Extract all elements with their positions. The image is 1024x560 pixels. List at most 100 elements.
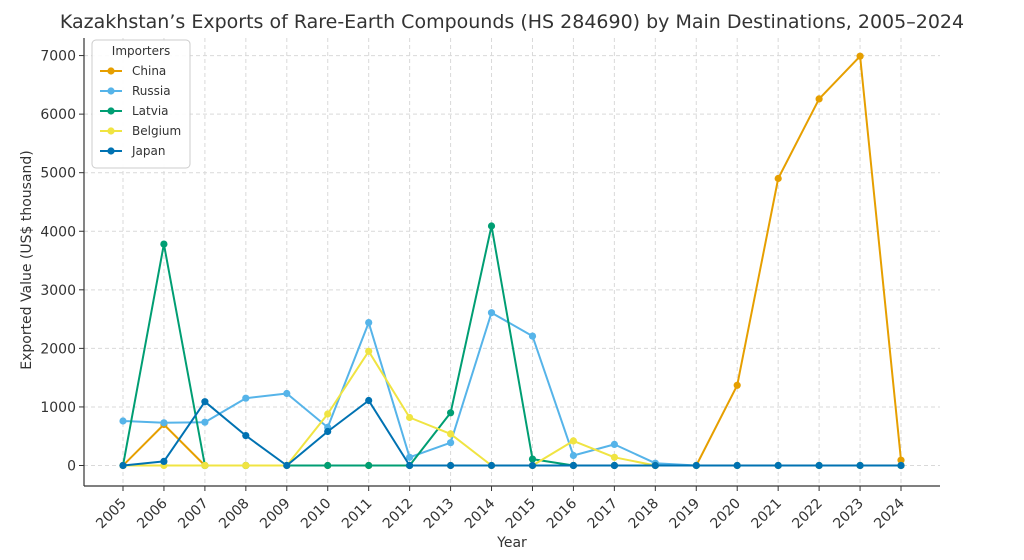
data-point-belgium	[610, 453, 619, 461]
y-tick-label: 5000	[40, 166, 76, 182]
legend-title: Importers	[112, 44, 170, 58]
x-tick-label: 2017	[585, 496, 622, 533]
data-point-japan	[569, 461, 578, 470]
legend-label: China	[132, 64, 166, 78]
data-point-japan	[610, 461, 619, 470]
data-point-japan	[774, 461, 782, 470]
data-point-japan	[406, 461, 414, 470]
x-tick-label: 2016	[544, 495, 581, 532]
series-line-belgium	[123, 350, 901, 467]
data-point-latvia	[324, 461, 332, 470]
x-tick-label: 2018	[626, 496, 663, 533]
data-point-japan	[897, 461, 905, 470]
legend: Importers China Russia Latvia Belgium Japan	[91, 39, 191, 169]
legend-label: Russia	[132, 84, 171, 98]
x-tick-label: 2013	[421, 496, 458, 533]
axes	[83, 38, 940, 487]
data-point-japan	[324, 427, 332, 436]
x-tick-label: 2022	[789, 496, 826, 533]
x-tick-label: 2019	[667, 496, 704, 533]
data-point-belgium	[324, 410, 332, 418]
series-group	[119, 52, 905, 470]
data-point-latvia	[365, 461, 373, 470]
data-point-china	[815, 95, 823, 103]
data-point-japan	[119, 461, 127, 470]
legend-swatch-marker	[107, 87, 115, 95]
x-tick-label: 2015	[503, 496, 540, 533]
legend-label: Japan	[131, 144, 165, 158]
legend-label: Belgium	[132, 124, 181, 138]
data-point-japan	[283, 461, 291, 470]
data-point-china	[733, 381, 741, 389]
data-point-belgium	[569, 437, 578, 445]
x-tick-label: 2005	[93, 496, 130, 533]
data-point-belgium	[447, 430, 455, 438]
data-point-latvia	[447, 409, 455, 417]
legend-item-latvia: Latvia	[100, 104, 169, 118]
legend-swatch-marker	[107, 107, 115, 115]
series-line-china	[122, 55, 902, 467]
data-point-russia	[201, 418, 209, 426]
data-point-japan	[692, 461, 700, 470]
data-point-russia	[569, 451, 578, 460]
x-tick-label: 2009	[257, 496, 294, 533]
x-tick-label: 2006	[134, 495, 171, 532]
data-point-japan	[651, 461, 659, 470]
legend-item-japan: Japan	[100, 144, 165, 158]
data-point-japan	[242, 432, 250, 440]
data-point-belgium	[365, 347, 373, 355]
x-tick-label: 2024	[871, 495, 908, 532]
data-point-china	[774, 174, 782, 183]
data-point-russia	[119, 417, 127, 425]
y-axis-label: Exported Value (US$ thousand)	[19, 150, 35, 370]
x-tick-label: 2010	[298, 496, 335, 533]
chart-title: Kazakhstan’s Exports of Rare-Earth Compo…	[60, 11, 964, 33]
data-point-russia	[447, 439, 455, 447]
x-tick-label: 2011	[339, 496, 376, 533]
x-tick-label: 2023	[830, 496, 867, 533]
x-tick-label: 2012	[380, 496, 417, 533]
x-axis-label: Year	[496, 535, 527, 551]
series-line-japan	[122, 399, 901, 467]
data-point-russia	[160, 419, 168, 427]
legend-item-russia: Russia	[100, 84, 171, 98]
data-point-russia	[283, 389, 291, 398]
x-tick-label: 2020	[708, 496, 745, 533]
data-point-japan	[733, 461, 741, 470]
legend-label: Latvia	[132, 104, 169, 118]
series-japan	[119, 396, 905, 470]
data-point-japan	[528, 461, 537, 470]
y-tick-label: 1000	[40, 400, 76, 416]
series-line-russia	[122, 311, 901, 467]
legend-item-china: China	[100, 64, 166, 78]
x-tick-label: 2021	[748, 496, 785, 533]
series-russia	[119, 309, 905, 470]
legend-swatch-marker	[107, 67, 115, 75]
data-point-russia	[487, 309, 496, 317]
data-point-china	[897, 456, 905, 464]
legend-swatch-marker	[107, 147, 115, 155]
data-point-japan	[487, 461, 496, 470]
data-point-china	[856, 52, 864, 60]
x-tick-label: 2007	[175, 496, 212, 533]
series-latvia	[119, 222, 905, 470]
y-tick-label: 7000	[40, 49, 76, 65]
data-point-russia	[242, 394, 250, 402]
data-point-belgium	[201, 461, 209, 470]
data-point-latvia	[487, 222, 496, 230]
y-tick-label: 6000	[40, 107, 76, 123]
legend-item-belgium: Belgium	[100, 124, 181, 138]
data-point-russia	[528, 332, 537, 340]
data-point-japan	[856, 461, 864, 470]
data-point-belgium	[406, 413, 414, 422]
data-point-japan	[447, 461, 455, 470]
data-point-japan	[201, 398, 209, 406]
data-point-japan	[815, 461, 823, 470]
y-tick-label: 3000	[40, 283, 76, 299]
y-tick-label: 0	[67, 459, 76, 475]
x-tick-label: 2008	[216, 496, 253, 533]
x-tick-labels: 2005 2006 2007 2008 2009 2010 2011 2012 2013 2014…	[93, 486, 908, 532]
data-point-latvia	[160, 240, 168, 248]
y-tick-label: 4000	[40, 224, 76, 240]
